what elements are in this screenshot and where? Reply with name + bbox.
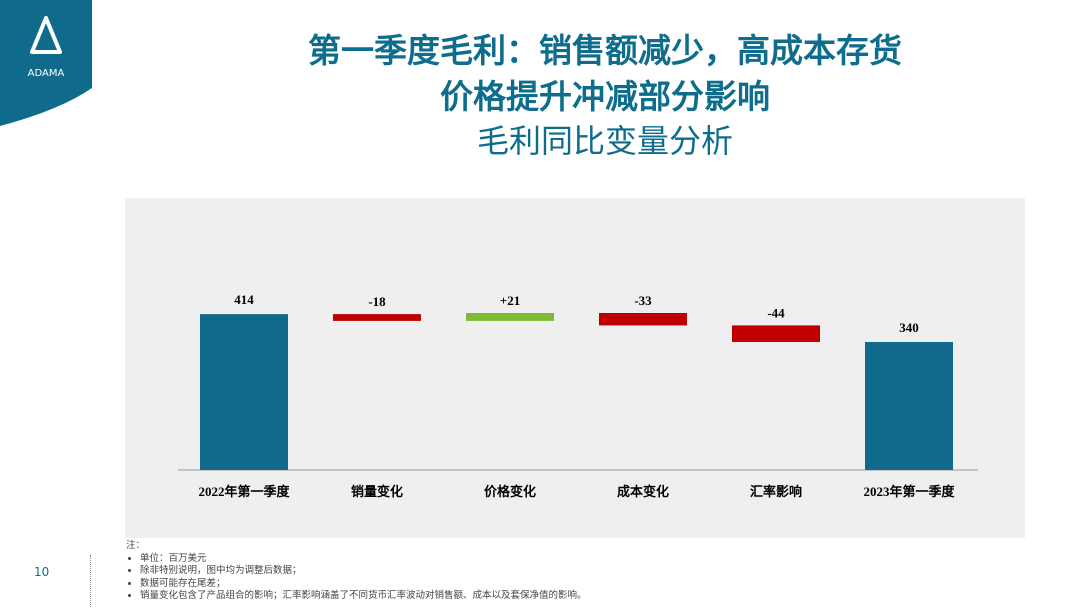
bar xyxy=(466,313,554,321)
x-tick-label: 汇率影响 xyxy=(750,484,802,499)
logo-icon xyxy=(30,16,62,54)
notes-heading: 注： xyxy=(126,540,146,551)
subtitle: 毛利同比变量分析 xyxy=(476,122,733,160)
title: 第一季度毛利：销售额减少，高成本存货 xyxy=(308,31,902,70)
bar xyxy=(599,313,687,326)
divider xyxy=(90,555,91,607)
value-label: -18 xyxy=(368,294,386,309)
page-number: 10 xyxy=(34,565,50,579)
value-label: 340 xyxy=(899,320,919,335)
bar xyxy=(865,341,953,470)
bar xyxy=(333,314,421,321)
notes: 注： 单位：百万美元除非特别说明，图中均为调整后数据；数据可能存在尾差；销量变化… xyxy=(126,540,587,603)
value-label: -33 xyxy=(634,293,652,308)
x-tick-label: 2023年第一季度 xyxy=(863,484,955,499)
note: 除非特别说明，图中均为调整后数据； xyxy=(140,565,587,578)
logo-shape xyxy=(0,0,92,126)
x-tick-label: 价格变化 xyxy=(484,484,536,499)
bar xyxy=(200,314,288,470)
notes-list: 单位：百万美元除非特别说明，图中均为调整后数据；数据可能存在尾差；销量变化包含了… xyxy=(126,553,587,603)
x-tick-label: 2022年第一季度 xyxy=(198,484,290,499)
value-label: 414 xyxy=(234,292,254,307)
value-label: -44 xyxy=(767,305,785,320)
logo: ADAMA xyxy=(0,0,92,126)
value-label: +21 xyxy=(500,293,520,308)
x-tick-label: 销量变化 xyxy=(351,484,403,499)
logo-text: ADAMA xyxy=(28,68,65,79)
plot-bg xyxy=(125,198,1025,538)
note: 单位：百万美元 xyxy=(140,553,587,566)
note: 数据可能存在尾差； xyxy=(140,578,587,591)
bar xyxy=(732,325,820,342)
title: 价格提升冲减部分影响 xyxy=(440,77,770,116)
note: 销量变化包含了产品组合的影响；汇率影响涵盖了不同货币汇率波动对销售额、成本以及套… xyxy=(140,590,587,603)
x-tick-label: 成本变化 xyxy=(617,484,669,499)
